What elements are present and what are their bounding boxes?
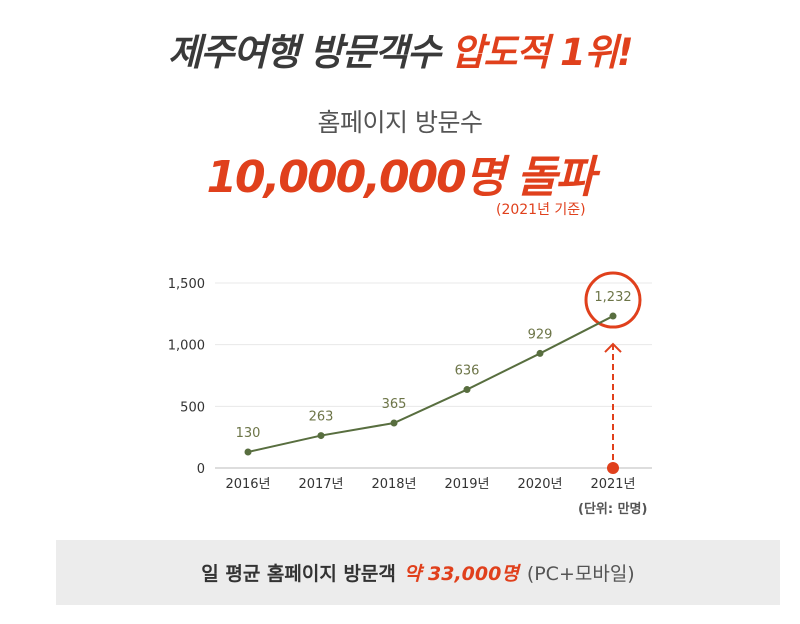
x-tick-label: 2017년 bbox=[298, 477, 343, 492]
subtitle: 홈페이지 방문수 bbox=[317, 108, 483, 137]
y-tick-label: 0 bbox=[197, 462, 205, 477]
footer-banner: 일 평균 홈페이지 방문객 약 33,000명 (PC+모바일) bbox=[56, 540, 780, 605]
data-point bbox=[390, 419, 398, 427]
footer-text: 일 평균 홈페이지 방문객 bbox=[201, 563, 396, 585]
y-axis: 0 500 1,000 1,500 bbox=[168, 277, 205, 477]
data-point bbox=[317, 432, 325, 440]
headline-part1: 제주여행 방문객수 bbox=[167, 31, 441, 74]
highlight-baseline-marker bbox=[607, 462, 619, 474]
series-line bbox=[247, 315, 614, 453]
highlight-annotation bbox=[584, 271, 642, 474]
data-point bbox=[536, 349, 544, 357]
basis-note: (2021년 기준) bbox=[496, 202, 586, 218]
y-tick-label: 500 bbox=[180, 400, 205, 415]
data-label: 1,232 bbox=[594, 290, 631, 305]
data-label: 365 bbox=[382, 397, 407, 412]
headline-number: 10,000,000명 돌파 bbox=[206, 152, 595, 203]
y-tick-label: 1,500 bbox=[168, 277, 205, 292]
highlight-arrow-head bbox=[604, 342, 622, 353]
data-points bbox=[244, 312, 617, 456]
data-label: 929 bbox=[528, 327, 553, 342]
unit-label: (단위: 만명) bbox=[578, 502, 648, 517]
x-tick-label: 2021년 bbox=[590, 477, 635, 492]
x-tick-label: 2018년 bbox=[371, 477, 416, 492]
x-tick-label: 2016년 bbox=[225, 477, 270, 492]
main-headline: 제주여행 방문객수 압도적 1위! bbox=[0, 22, 800, 76]
footer-note: (PC+모바일) bbox=[526, 563, 635, 585]
data-point bbox=[244, 448, 252, 456]
chart-grid bbox=[215, 282, 652, 469]
series-line-path bbox=[247, 315, 614, 453]
data-label: 636 bbox=[455, 364, 480, 379]
data-point bbox=[609, 312, 617, 320]
headline-part2: 압도적 1위! bbox=[450, 31, 634, 74]
y-tick-label: 1,000 bbox=[168, 339, 205, 354]
footer-highlight: 약 33,000명 bbox=[403, 563, 519, 585]
x-axis: 2016년 2017년 2018년 2019년 2020년 2021년 bbox=[225, 477, 635, 492]
data-label: 130 bbox=[236, 426, 261, 441]
highlight-circle bbox=[584, 271, 642, 329]
x-tick-label: 2019년 bbox=[444, 477, 489, 492]
x-tick-label: 2020년 bbox=[517, 477, 562, 492]
data-point bbox=[463, 386, 471, 394]
data-labels: 130 263 365 636 929 1,232 bbox=[236, 290, 632, 441]
data-label: 263 bbox=[309, 410, 334, 425]
